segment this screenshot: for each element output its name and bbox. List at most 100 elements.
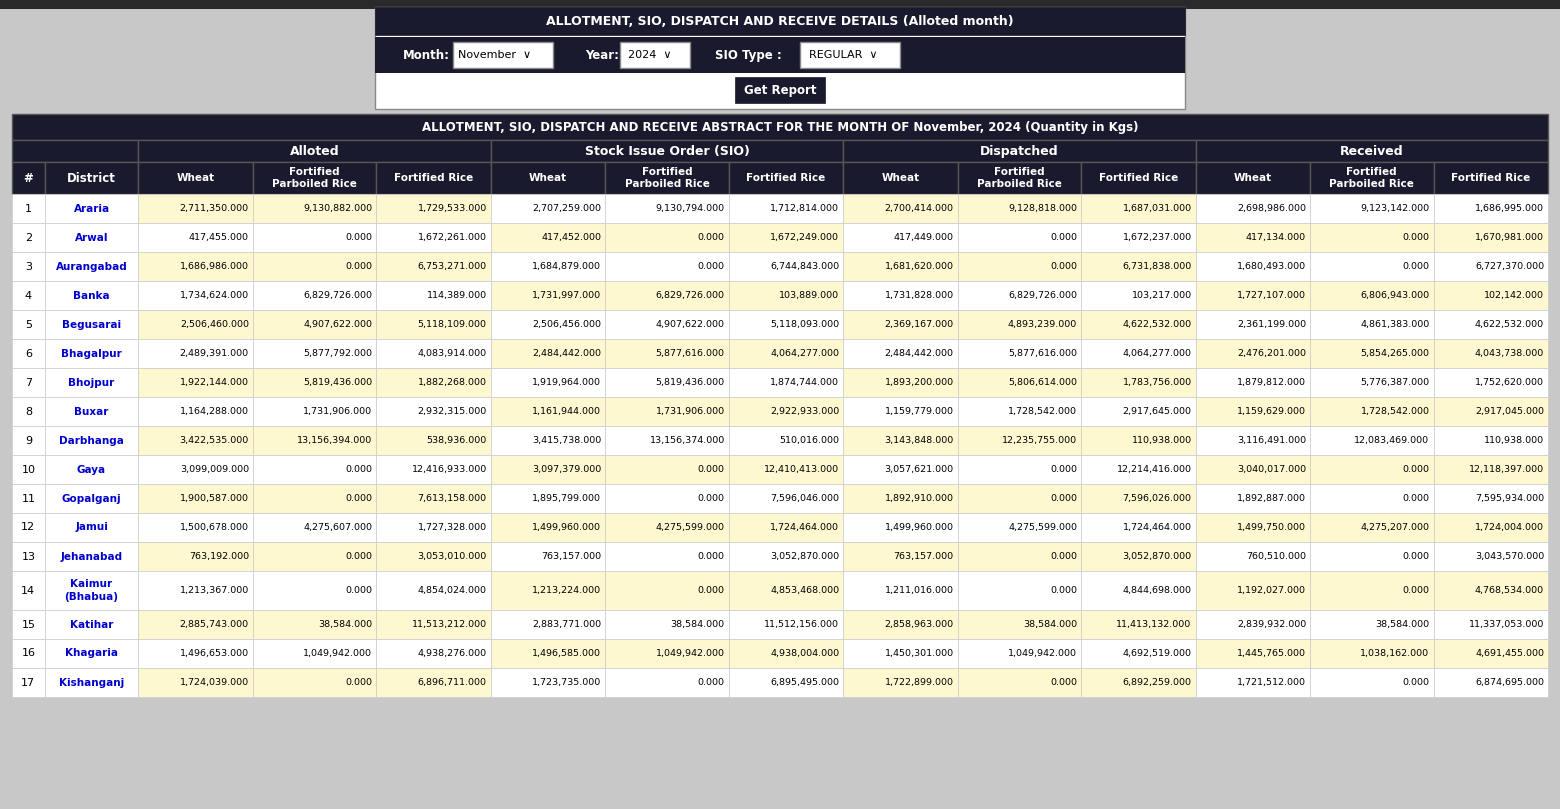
Bar	[376, 668, 491, 697]
Bar	[1195, 310, 1310, 339]
Text: 2,506,456.000: 2,506,456.000	[532, 320, 601, 329]
Bar	[1081, 310, 1195, 339]
Text: 0.000: 0.000	[345, 262, 373, 271]
Text: District: District	[67, 172, 115, 184]
Text: 15: 15	[22, 620, 36, 629]
Text: 3,052,870.000: 3,052,870.000	[1123, 552, 1192, 561]
Text: 1,038,162.000: 1,038,162.000	[1360, 649, 1429, 658]
Bar	[1195, 223, 1310, 252]
Bar	[45, 281, 139, 310]
Bar	[844, 162, 958, 194]
Text: Kaimur
(Bhabua): Kaimur (Bhabua)	[64, 579, 119, 602]
Bar	[491, 426, 605, 455]
Text: 7: 7	[25, 378, 31, 388]
Bar	[376, 252, 491, 281]
Bar	[139, 281, 253, 310]
Bar	[491, 281, 605, 310]
Bar	[729, 368, 844, 397]
Text: 38,584.000: 38,584.000	[1023, 620, 1076, 629]
Bar	[253, 368, 376, 397]
Bar	[1081, 162, 1195, 194]
Text: Darbhanga: Darbhanga	[59, 435, 123, 446]
Bar	[12, 162, 45, 194]
Text: Month:: Month:	[402, 49, 449, 61]
Bar	[376, 281, 491, 310]
Text: #: #	[23, 172, 33, 184]
Bar	[800, 42, 900, 68]
Bar	[139, 571, 253, 610]
Text: 5,819,436.000: 5,819,436.000	[655, 378, 725, 387]
Bar	[253, 281, 376, 310]
Text: 1,724,039.000: 1,724,039.000	[179, 678, 250, 687]
Bar	[12, 397, 45, 426]
Text: 0.000: 0.000	[697, 494, 725, 503]
Bar	[729, 223, 844, 252]
Text: 7,596,046.000: 7,596,046.000	[771, 494, 839, 503]
Text: 1,724,464.000: 1,724,464.000	[1123, 523, 1192, 532]
Bar	[605, 223, 729, 252]
Bar	[45, 252, 139, 281]
Text: 3,097,379.000: 3,097,379.000	[532, 465, 601, 474]
Bar	[844, 426, 958, 455]
Text: 5,819,436.000: 5,819,436.000	[303, 378, 373, 387]
Text: 0.000: 0.000	[697, 552, 725, 561]
Text: 11,413,132.000: 11,413,132.000	[1117, 620, 1192, 629]
Text: 0.000: 0.000	[1402, 233, 1429, 242]
Bar	[253, 484, 376, 513]
Bar	[376, 162, 491, 194]
Text: 1,892,887.000: 1,892,887.000	[1237, 494, 1306, 503]
Bar	[376, 542, 491, 571]
Text: Wheat: Wheat	[881, 173, 919, 183]
Bar	[376, 455, 491, 484]
Bar	[958, 339, 1081, 368]
Text: 1,893,200.000: 1,893,200.000	[885, 378, 953, 387]
Text: 2,707,259.000: 2,707,259.000	[532, 204, 601, 213]
Bar	[1434, 281, 1548, 310]
Bar	[605, 162, 729, 194]
Bar	[1195, 162, 1310, 194]
Bar	[12, 252, 45, 281]
Text: Wheat: Wheat	[176, 173, 215, 183]
Text: 103,217.000: 103,217.000	[1131, 291, 1192, 300]
Bar	[1310, 484, 1434, 513]
Bar	[605, 252, 729, 281]
Bar	[45, 397, 139, 426]
Bar	[1195, 668, 1310, 697]
Text: 1,731,906.000: 1,731,906.000	[303, 407, 373, 416]
Bar	[491, 223, 605, 252]
Bar	[45, 484, 139, 513]
Text: 1: 1	[25, 204, 31, 214]
Bar	[1434, 339, 1548, 368]
Text: 1,049,942.000: 1,049,942.000	[303, 649, 373, 658]
Text: 13,156,374.000: 13,156,374.000	[649, 436, 725, 445]
Text: 417,449.000: 417,449.000	[894, 233, 953, 242]
Bar	[491, 610, 605, 639]
Text: 7,596,026.000: 7,596,026.000	[1123, 494, 1192, 503]
Bar	[12, 610, 45, 639]
Text: 417,134.000: 417,134.000	[1246, 233, 1306, 242]
Bar	[605, 513, 729, 542]
Text: Araria: Araria	[73, 204, 109, 214]
Text: 4: 4	[25, 290, 31, 300]
Bar	[729, 162, 844, 194]
Text: 2,476,201.000: 2,476,201.000	[1237, 349, 1306, 358]
Text: 1,049,942.000: 1,049,942.000	[1008, 649, 1076, 658]
Text: 7,613,158.000: 7,613,158.000	[418, 494, 487, 503]
Text: 0.000: 0.000	[1402, 678, 1429, 687]
Text: 1,724,004.000: 1,724,004.000	[1476, 523, 1544, 532]
Text: 4,938,276.000: 4,938,276.000	[418, 649, 487, 658]
Text: Fortified Rice: Fortified Rice	[746, 173, 825, 183]
Bar	[1434, 668, 1548, 697]
Text: Received: Received	[1340, 145, 1404, 158]
Text: 4,692,519.000: 4,692,519.000	[1123, 649, 1192, 658]
Text: 1,727,107.000: 1,727,107.000	[1237, 291, 1306, 300]
Bar	[12, 542, 45, 571]
Text: 13,156,394.000: 13,156,394.000	[296, 436, 373, 445]
Text: 0.000: 0.000	[1402, 586, 1429, 595]
Bar	[1195, 368, 1310, 397]
Text: 11,512,156.000: 11,512,156.000	[764, 620, 839, 629]
Bar	[1434, 194, 1548, 223]
Bar	[1434, 513, 1548, 542]
Bar	[729, 668, 844, 697]
Text: 9,123,142.000: 9,123,142.000	[1360, 204, 1429, 213]
